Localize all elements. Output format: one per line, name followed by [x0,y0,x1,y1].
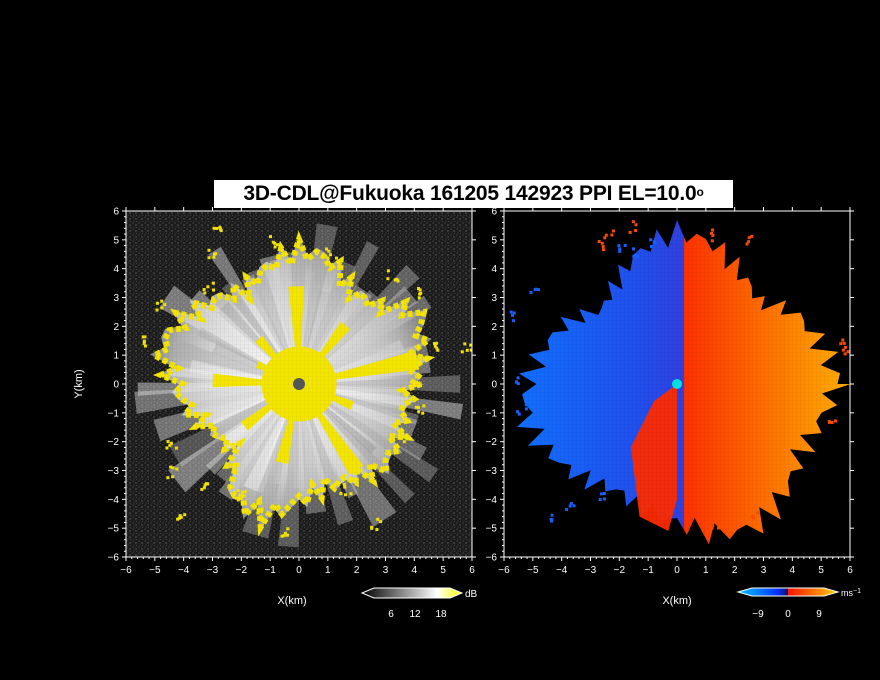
x-tick-label: −6 [120,565,132,576]
x-tick-label: 2 [354,565,360,576]
y-tick-label: −5 [108,524,120,535]
degree-symbol: o [696,185,704,199]
velocity-colorbar-unit: ms−1 [841,588,861,598]
x-tick-label: −5 [149,565,161,576]
x-tick-label: −5 [527,565,539,576]
reflectivity-colorbar-tick: 6 [388,609,394,620]
y-tick-label: 5 [491,235,497,246]
x-tick-label: −3 [585,565,597,576]
velocity-panel: −6 −5 −4 −3 −2 −1 0 1 2 3 4 5 6 −6 −5 −4 −3 −2 −1 0 1 2 3 4 5 6 X… [486,207,854,607]
y-tick-label: −1 [486,408,498,419]
x-axis-label-left: X(km) [277,595,306,607]
radar-site-right [672,379,682,389]
velocity-axes: −6 −5 −4 −3 −2 −1 0 1 2 3 4 5 6 −6 −5 −4 −3 −2 −1 0 1 2 3 4 5 6 [486,207,854,576]
x-tick-label: 6 [469,565,475,576]
reflectivity-colorbar: 6 12 18 dB [360,587,478,620]
y-axis-label: Y(km) [73,369,85,398]
y-tick-label: 5 [113,235,119,246]
y-tick-label: −2 [486,437,498,448]
x-tick-label: 4 [790,565,796,576]
y-tick-label: −4 [486,495,498,506]
velocity-colorbar-tick: 0 [785,609,791,620]
x-tick-label: −1 [264,565,276,576]
reflectivity-colorbar-tick: 18 [435,609,447,620]
y-tick-label: 4 [113,264,119,275]
y-tick-label: −1 [108,408,120,419]
x-tick-label: −2 [614,565,626,576]
x-tick-label: 6 [847,565,853,576]
x-tick-label: 1 [703,565,709,576]
y-tick-label: 2 [491,322,497,333]
y-tick-label: −4 [108,495,120,506]
chart-title-text: 3D-CDL@Fukuoka 161205 142923 PPI EL=10.0 [243,182,697,205]
x-tick-label: −2 [236,565,248,576]
reflectivity-panel: −6 −5 −4 −3 −2 −1 0 1 2 3 4 5 6 −6 −5 −4 −3 −2 −1 0 1 2 3 4 5 6 X… [73,207,476,607]
reflectivity-colorbar-unit: dB [465,589,478,600]
x-tick-label: 0 [674,565,680,576]
y-tick-label: −5 [486,524,498,535]
x-tick-label: 3 [761,565,767,576]
x-tick-label: −4 [178,565,190,576]
x-tick-label: 4 [412,565,418,576]
reflectivity-colorbar-bar [360,587,464,599]
x-tick-label: 2 [732,565,738,576]
x-tick-label: −1 [642,565,654,576]
y-tick-label: 3 [491,293,497,304]
y-tick-label: 1 [491,351,497,362]
radar-site-left [293,378,305,390]
x-tick-label: 3 [383,565,389,576]
x-tick-label: 1 [325,565,331,576]
y-tick-label: 0 [113,380,119,391]
x-tick-label: 5 [440,565,446,576]
velocity-colorbar-tick: 9 [816,609,822,620]
x-tick-label: 5 [818,565,824,576]
velocity-colorbar-tick: −9 [752,609,764,620]
y-tick-label: 3 [113,293,119,304]
x-tick-label: −6 [498,565,510,576]
chart-title: 3D-CDL@Fukuoka 161205 142923 PPI EL=10.0… [214,180,733,208]
x-tick-label: 0 [296,565,302,576]
y-tick-label: −3 [108,466,120,477]
velocity-speck [850,346,853,349]
reflectivity-colorbar-tick: 12 [409,609,421,620]
y-tick-label: −6 [108,553,120,564]
y-tick-label: 6 [113,207,119,218]
x-tick-label: −3 [207,565,219,576]
x-axis-label-right: X(km) [662,595,691,607]
y-tick-label: −6 [486,553,498,564]
reflectivity-axes: −6 −5 −4 −3 −2 −1 0 1 2 3 4 5 6 −6 −5 −4 −3 −2 −1 0 1 2 3 4 5 6 [108,207,476,576]
y-tick-label: 0 [491,380,497,391]
x-tick-label: −4 [556,565,568,576]
y-tick-label: 6 [491,207,497,218]
velocity-colorbar-bar [736,587,840,597]
y-tick-label: −2 [108,437,120,448]
y-tick-label: −3 [486,466,498,477]
velocity-colorbar: −9 0 9 ms−1 [736,587,861,620]
y-tick-label: 2 [113,322,119,333]
y-tick-label: 1 [113,351,119,362]
y-tick-label: 4 [491,264,497,275]
